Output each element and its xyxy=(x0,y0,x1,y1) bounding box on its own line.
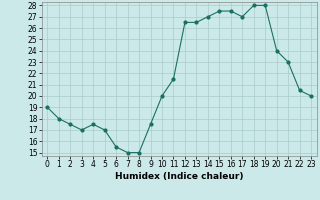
X-axis label: Humidex (Indice chaleur): Humidex (Indice chaleur) xyxy=(115,172,244,181)
